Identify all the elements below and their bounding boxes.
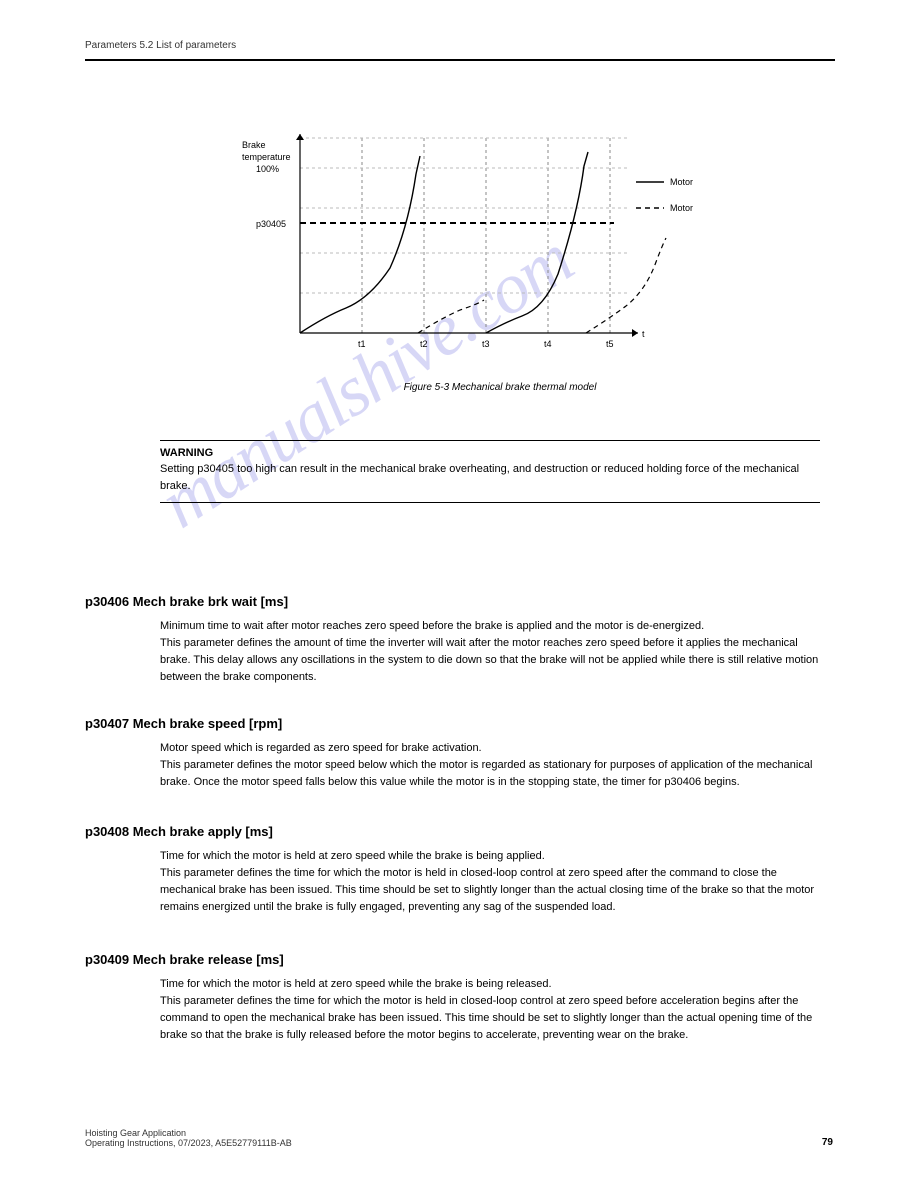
param-body: Motor speed which is regarded as zero sp… — [160, 740, 820, 791]
figure-caption: Figure 5-3 Mechanical brake thermal mode… — [240, 382, 760, 393]
breadcrumb: Parameters 5.2 List of parameters — [85, 40, 835, 51]
param-heading: p30406 Mech brake brk wait [ms] — [85, 594, 288, 609]
param-heading: p30408 Mech brake apply [ms] — [85, 824, 273, 839]
svg-text:Brake: Brake — [242, 140, 266, 150]
svg-text:t1: t1 — [358, 339, 366, 349]
svg-text:t5: t5 — [606, 339, 614, 349]
page-number: 79 — [822, 1137, 833, 1148]
figure: Brake temperature t t1 t2 t3 t4 t5 100% p30405 Mot… — [240, 130, 760, 393]
param-body: Time for which the motor is held at zero… — [160, 976, 820, 1044]
param-heading: p30409 Mech brake release [ms] — [85, 952, 284, 967]
warning-label: WARNING — [160, 440, 820, 461]
svg-text:t: t — [642, 329, 645, 339]
thermal-model-chart: Brake temperature t t1 t2 t3 t4 t5 100% p30405 Mot… — [240, 130, 695, 370]
svg-text:t2: t2 — [420, 339, 428, 349]
svg-text:p30405: p30405 — [256, 219, 286, 229]
param-body: Minimum time to wait after motor reaches… — [160, 618, 820, 686]
param-body: Time for which the motor is held at zero… — [160, 848, 820, 916]
svg-text:Motor 1: Motor 1 — [670, 177, 695, 187]
footer-left: Hoisting Gear Application Operating Inst… — [85, 1128, 292, 1148]
param-heading: p30407 Mech brake speed [rpm] — [85, 716, 282, 731]
svg-text:t4: t4 — [544, 339, 552, 349]
svg-text:t3: t3 — [482, 339, 490, 349]
svg-text:100%: 100% — [256, 164, 279, 174]
warning-body: Setting p30405 too high can result in th… — [160, 461, 820, 503]
svg-text:Motor 2: Motor 2 — [670, 203, 695, 213]
page-header: Parameters 5.2 List of parameters — [85, 40, 835, 61]
svg-text:temperature: temperature — [242, 152, 291, 162]
warning: WARNING Setting p30405 too high can resu… — [160, 440, 820, 503]
header-rule — [85, 59, 835, 61]
